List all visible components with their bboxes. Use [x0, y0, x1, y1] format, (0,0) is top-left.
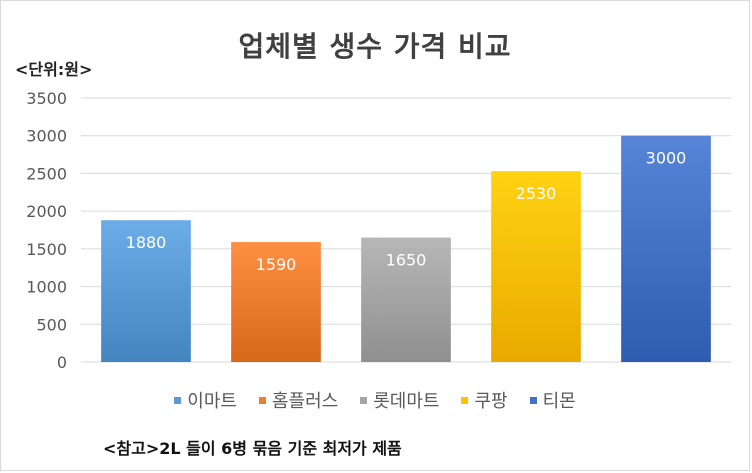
footnote: <참고>2L 들이 6병 묶음 기준 최저가 제품: [103, 439, 402, 458]
bar-3: [361, 237, 451, 362]
legend-swatch: [529, 396, 537, 404]
y-axis-ticks: 0 500 1000 1500 2000 2500 3000 3500: [26, 89, 67, 372]
legend-swatch: [174, 396, 182, 404]
legend-label: 쿠팡: [474, 391, 508, 412]
y-tick-label: 3000: [26, 127, 67, 146]
data-labels: 1880 1590 1650 2530 3000: [126, 149, 687, 274]
legend-item: 티몬: [529, 387, 576, 413]
legend: 이마트 홈플러스 롯데마트 쿠팡 티몬: [1, 387, 749, 413]
bar-1: [101, 220, 191, 362]
legend-item: 이마트: [174, 387, 237, 413]
bar-5: [621, 135, 711, 362]
y-tick-label: 1500: [26, 240, 67, 259]
legend-label: 롯데마트: [373, 391, 440, 412]
y-tick-label: 500: [36, 315, 67, 334]
legend-item: 홈플러스: [258, 387, 339, 413]
data-label: 1880: [126, 233, 167, 252]
legend-label: 이마트: [187, 391, 237, 412]
unit-label: <단위:원>: [15, 60, 93, 79]
data-label: 1650: [386, 251, 427, 270]
legend-swatch: [360, 396, 368, 404]
y-tick-label: 2000: [26, 202, 67, 221]
bar-4: [491, 171, 581, 362]
y-tick-label: 3500: [26, 89, 67, 108]
data-label: 1590: [256, 255, 297, 274]
chart-title: 업체별 생수 가격 비교: [238, 30, 512, 63]
bars: [101, 135, 711, 362]
legend-item: 쿠팡: [461, 387, 508, 413]
y-tick-label: 1000: [26, 278, 67, 297]
bar-chart-plot: 0 500 1000 1500 2000 2500 3000 3500 1880 1590 165…: [26, 89, 731, 372]
y-tick-label: 0: [57, 353, 67, 372]
data-label: 2530: [516, 184, 557, 203]
bar-2: [231, 242, 321, 362]
legend-item: 롯데마트: [360, 387, 439, 413]
legend-swatch: [461, 396, 469, 404]
y-tick-label: 2500: [26, 164, 67, 183]
legend-swatch: [258, 396, 266, 404]
legend-label: 홈플러스: [271, 391, 339, 412]
data-label: 3000: [646, 149, 687, 168]
legend-label: 티몬: [542, 391, 576, 412]
